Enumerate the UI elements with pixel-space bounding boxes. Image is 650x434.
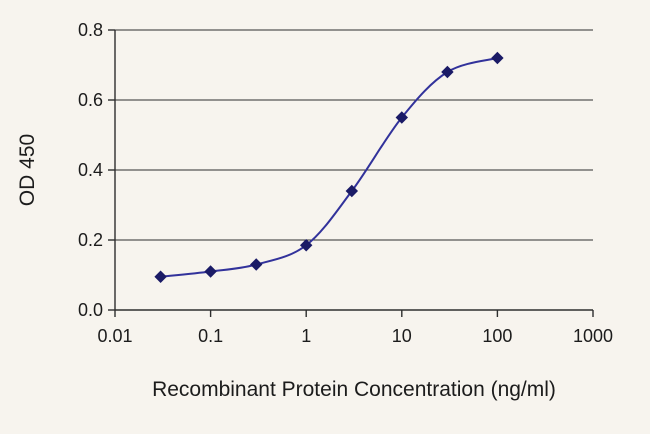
x-tick-label: 100 <box>482 326 512 346</box>
data-point-marker <box>441 65 454 79</box>
x-tick-label: 10 <box>392 326 412 346</box>
data-point-marker <box>491 51 504 65</box>
data-point-marker <box>395 111 409 124</box>
x-tick-label: 1000 <box>573 326 613 346</box>
x-axis-title: Recombinant Protein Concentration (ng/ml… <box>152 378 556 401</box>
data-point-marker <box>299 239 313 252</box>
x-tick-label: 0.01 <box>97 326 132 346</box>
data-point-marker <box>345 184 359 198</box>
y-tick-label: 0.6 <box>78 90 103 110</box>
data-point-marker <box>250 258 263 271</box>
y-tick-label: 0.4 <box>78 160 103 180</box>
x-tick-label: 1 <box>301 326 311 346</box>
data-point-marker <box>204 265 217 278</box>
y-tick-label: 0.8 <box>78 20 103 40</box>
y-axis-title: OD 450 <box>16 133 39 207</box>
data-curve <box>160 57 498 278</box>
x-tick-label: 0.1 <box>198 326 223 346</box>
y-tick-label: 0.2 <box>78 230 103 250</box>
y-tick-label: 0.0 <box>78 300 103 320</box>
data-point-marker <box>154 270 167 283</box>
